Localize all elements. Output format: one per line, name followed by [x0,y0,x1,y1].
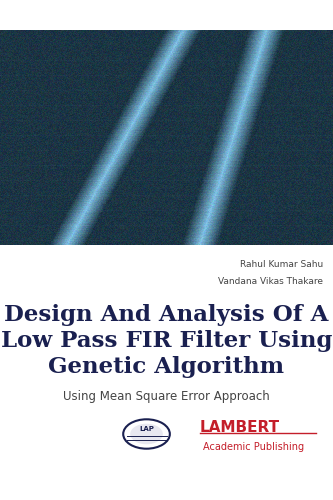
Text: Academic Publishing: Academic Publishing [203,442,304,452]
Text: LAMBERT: LAMBERT [200,420,280,435]
Circle shape [130,424,163,444]
Text: LAP: LAP [139,426,154,432]
Text: Rahul Kumar Sahu: Rahul Kumar Sahu [240,260,323,268]
Text: Vandana Vikas Thakare: Vandana Vikas Thakare [218,276,323,285]
Text: Design And Analysis Of A
Low Pass FIR Filter Using
Genetic Algorithm: Design And Analysis Of A Low Pass FIR Fi… [1,304,332,378]
Text: Using Mean Square Error Approach: Using Mean Square Error Approach [63,390,270,403]
